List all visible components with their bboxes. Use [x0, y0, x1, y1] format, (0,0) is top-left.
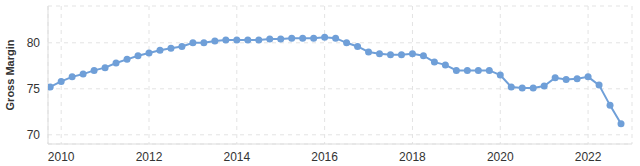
svg-text:2022: 2022 — [575, 150, 602, 164]
svg-text:2018: 2018 — [399, 150, 426, 164]
svg-text:80: 80 — [27, 36, 41, 50]
svg-text:2012: 2012 — [136, 150, 163, 164]
svg-text:2016: 2016 — [311, 150, 338, 164]
svg-text:75: 75 — [27, 82, 41, 96]
svg-text:70: 70 — [27, 128, 41, 142]
svg-text:2020: 2020 — [487, 150, 514, 164]
svg-text:Gross Margin: Gross Margin — [8, 39, 16, 110]
svg-text:2010: 2010 — [48, 150, 75, 164]
svg-text:2014: 2014 — [223, 150, 250, 164]
